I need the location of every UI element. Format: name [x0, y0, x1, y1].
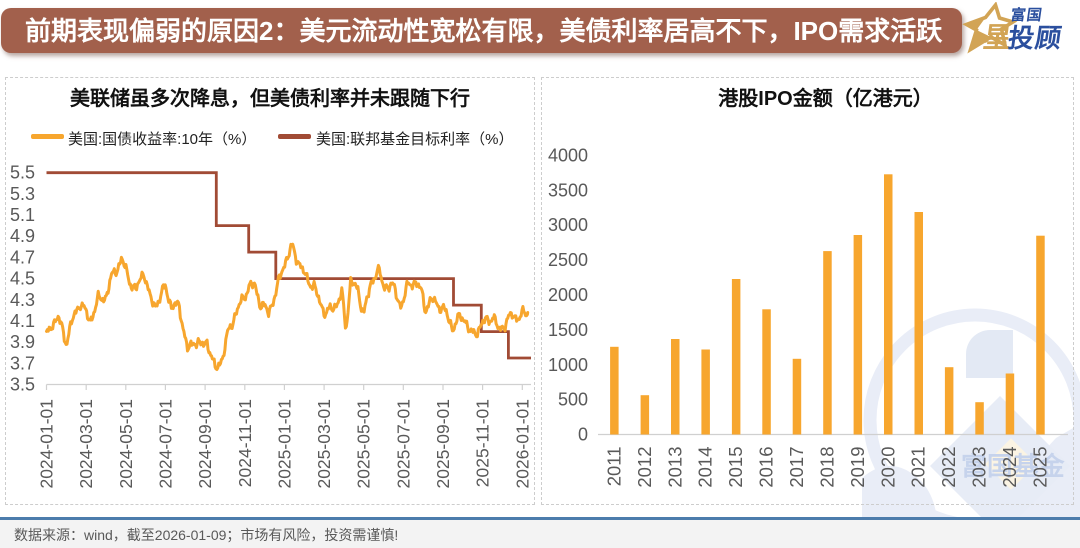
- svg-text:2024-09-01: 2024-09-01: [195, 399, 215, 489]
- svg-text:3000: 3000: [548, 215, 588, 235]
- svg-text:2025-11-01: 2025-11-01: [473, 399, 493, 487]
- svg-text:5.1: 5.1: [10, 205, 35, 225]
- svg-text:富国: 富国: [1009, 6, 1044, 24]
- svg-text:2016: 2016: [756, 447, 777, 488]
- svg-text:投顾: 投顾: [1006, 23, 1064, 53]
- svg-text:5.5: 5.5: [10, 163, 35, 183]
- svg-text:2024: 2024: [999, 447, 1020, 488]
- svg-text:星: 星: [981, 22, 1013, 53]
- svg-text:3500: 3500: [548, 180, 588, 200]
- svg-text:2025-05-01: 2025-05-01: [354, 399, 374, 489]
- svg-text:3.7: 3.7: [10, 353, 35, 373]
- svg-text:2025-09-01: 2025-09-01: [433, 399, 453, 489]
- svg-text:5.3: 5.3: [10, 184, 35, 204]
- svg-text:2018: 2018: [816, 447, 837, 488]
- svg-text:2024-07-01: 2024-07-01: [155, 399, 175, 489]
- svg-text:富国基金: 富国基金: [961, 452, 1065, 481]
- svg-text:2024-05-01: 2024-05-01: [116, 399, 136, 489]
- svg-text:500: 500: [558, 390, 588, 410]
- svg-text:4.9: 4.9: [10, 226, 35, 246]
- svg-text:2025: 2025: [1029, 447, 1050, 488]
- svg-text:2017: 2017: [786, 447, 807, 488]
- svg-text:2021: 2021: [908, 447, 929, 488]
- svg-text:4000: 4000: [548, 146, 588, 166]
- svg-text:4.5: 4.5: [10, 269, 35, 289]
- svg-text:1000: 1000: [548, 355, 588, 375]
- svg-text:2015: 2015: [725, 447, 746, 488]
- svg-text:2025-07-01: 2025-07-01: [393, 399, 413, 489]
- svg-text:2000: 2000: [548, 285, 588, 305]
- svg-text:2020: 2020: [877, 447, 898, 488]
- svg-text:1500: 1500: [548, 320, 588, 340]
- svg-text:2019: 2019: [847, 447, 868, 488]
- svg-text:0: 0: [578, 425, 588, 445]
- svg-text:2500: 2500: [548, 250, 588, 270]
- svg-text:2024-03-01: 2024-03-01: [76, 399, 96, 489]
- svg-text:2022: 2022: [938, 447, 959, 488]
- svg-text:4.3: 4.3: [10, 290, 35, 310]
- svg-text:2012: 2012: [634, 447, 655, 488]
- svg-text:2014: 2014: [695, 447, 716, 488]
- svg-text:2025-03-01: 2025-03-01: [314, 399, 334, 489]
- svg-text:2013: 2013: [664, 447, 685, 488]
- svg-text:2026-01-01: 2026-01-01: [512, 399, 532, 489]
- svg-text:3.5: 3.5: [10, 375, 35, 395]
- svg-text:2023: 2023: [969, 447, 990, 488]
- svg-text:2011: 2011: [603, 447, 624, 487]
- svg-text:3.9: 3.9: [10, 332, 35, 352]
- svg-text:2025-01-01: 2025-01-01: [274, 399, 294, 489]
- svg-text:2024-11-01: 2024-11-01: [235, 399, 255, 487]
- svg-text:2024-01-01: 2024-01-01: [37, 399, 57, 489]
- svg-text:4.1: 4.1: [10, 311, 35, 331]
- svg-text:4.7: 4.7: [10, 247, 35, 267]
